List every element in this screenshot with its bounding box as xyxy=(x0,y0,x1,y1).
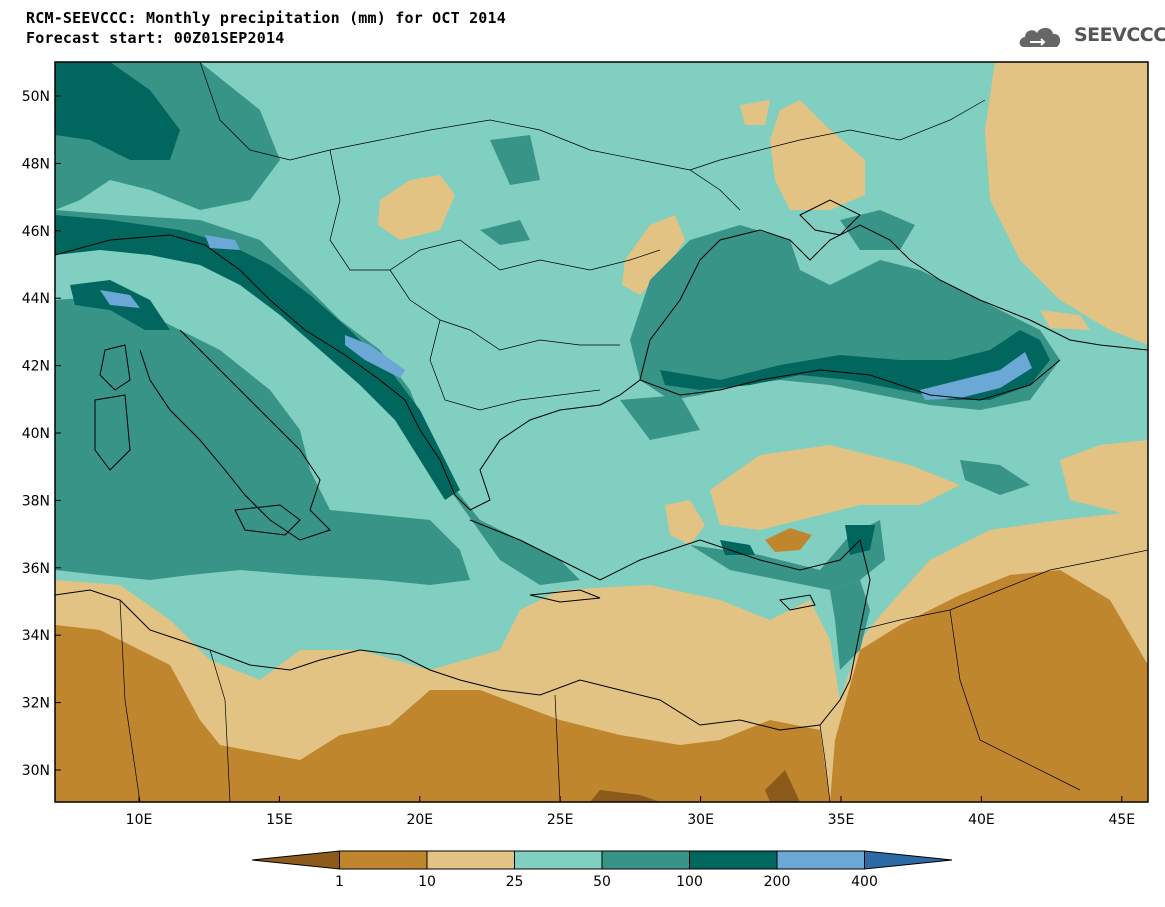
field-1-10-anatolia xyxy=(765,528,812,552)
border-hungary-romania xyxy=(329,149,661,271)
border-libya-egypt xyxy=(554,694,561,802)
lon-label: 20E xyxy=(406,812,433,828)
seevccc-logo: SEEVCCC xyxy=(1018,22,1165,52)
colorbar-segment xyxy=(864,850,953,870)
field-0-1-sinai xyxy=(765,770,800,802)
border-syria-turkey xyxy=(859,549,1148,631)
lat-label: 36N xyxy=(22,561,50,577)
field-50-100-bosporus xyxy=(620,395,700,440)
longitude-axis: 10E 15E 20E 25E 30E 35E 40E 45E xyxy=(126,796,1135,828)
field-10-25-crimea-north xyxy=(770,100,865,210)
lon-label: 15E xyxy=(266,812,293,828)
field-10-25-caucasus xyxy=(1040,310,1090,330)
cloud-icon xyxy=(1019,27,1061,47)
coast-crimea xyxy=(799,199,861,236)
border-balkans xyxy=(389,269,620,351)
field-200-400-liguria xyxy=(100,290,140,308)
border-central-europe xyxy=(199,62,741,211)
lon-label: 30E xyxy=(687,812,714,828)
border-egypt-israel xyxy=(819,724,831,802)
precipitation-field xyxy=(55,62,1148,802)
lon-label: 40E xyxy=(968,812,995,828)
colorbar-label: 200 xyxy=(763,874,791,890)
colorbar-label: 25 xyxy=(505,874,524,890)
field-50-100-adriatic xyxy=(55,210,580,585)
lat-label: 32N xyxy=(22,696,50,712)
field-50-100-levant xyxy=(830,580,870,670)
colorbar-segment xyxy=(776,850,865,870)
lat-label: 38N xyxy=(22,493,50,509)
lat-label: 46N xyxy=(22,224,50,240)
colorbar-segment xyxy=(689,850,778,870)
border-ukraine xyxy=(689,99,986,171)
colorbar-label: 400 xyxy=(851,874,878,890)
lat-label: 42N xyxy=(22,359,50,375)
coastlines xyxy=(55,199,1148,731)
field-10-25-east-anatolia xyxy=(1060,440,1148,520)
field-10-25-romania xyxy=(622,215,685,295)
lat-label: 34N xyxy=(22,628,50,644)
field-200-400-rize xyxy=(920,352,1032,400)
lat-label: 50N xyxy=(22,89,50,105)
field-200-400-montenegro xyxy=(345,335,405,378)
latitude-axis: 50N 48N 46N 44N 42N 40N 38N 36N 34N 32N 30N xyxy=(22,89,61,779)
colorbar-label: 100 xyxy=(676,874,703,890)
border-greece-north xyxy=(429,319,601,411)
field-50-100-patch-hu xyxy=(480,220,530,245)
coast-sicily xyxy=(234,504,301,536)
field-10-25-anatolia xyxy=(710,445,960,530)
field-1-10-africa xyxy=(55,625,830,802)
field-200-400-istria xyxy=(205,235,240,250)
border-tunisia-algeria xyxy=(119,599,141,802)
border-jordan-iraq xyxy=(949,609,1081,791)
coast-black-sea-south xyxy=(639,359,1061,401)
coast-north xyxy=(55,224,1148,511)
field-10-25-patch xyxy=(740,100,770,125)
field-50-100-crimea xyxy=(840,210,915,250)
field-50-100-patch-east xyxy=(960,460,1030,495)
field-50-100-tyrrhenian xyxy=(55,295,470,585)
lat-label: 48N xyxy=(22,156,50,172)
field-10-25-east xyxy=(985,62,1148,345)
field-100-200-taurus xyxy=(720,540,755,555)
country-borders xyxy=(119,62,1148,802)
lat-label: 30N xyxy=(22,763,50,779)
colorbar-label: 1 xyxy=(335,874,344,890)
field-0-1-egypt xyxy=(590,790,660,802)
lon-label: 35E xyxy=(828,812,855,828)
colorbar-segment xyxy=(514,850,603,870)
field-50-100-south-turkey xyxy=(690,520,885,590)
field-1-10-arabia xyxy=(830,570,1148,802)
coast-cyprus xyxy=(778,594,816,611)
lat-label: 40N xyxy=(22,426,50,442)
colorbar-label: 50 xyxy=(593,874,611,890)
field-10-25-hungary xyxy=(378,175,455,240)
coast-sardinia xyxy=(94,394,131,471)
lon-label: 10E xyxy=(126,812,153,828)
map-frame xyxy=(54,61,1149,803)
colorbar-segment xyxy=(426,850,515,870)
field-100-200-alps xyxy=(55,62,180,160)
border-libya-west xyxy=(209,649,231,802)
colorbar xyxy=(251,850,953,870)
coast-italy xyxy=(139,329,331,541)
field-50-100-patch-sk xyxy=(490,135,540,185)
lat-label: 44N xyxy=(22,291,50,307)
coast-crete xyxy=(529,589,601,603)
coast-south xyxy=(55,519,871,731)
lon-label: 45E xyxy=(1108,812,1135,828)
map-title: RCM-SEEVCCC: Monthly precipitation (mm) … xyxy=(26,9,506,27)
colorbar-segment xyxy=(601,850,690,870)
colorbar-segment xyxy=(339,850,428,870)
coast-corsica xyxy=(99,344,131,391)
field-10-25-lakes xyxy=(665,500,705,545)
colorbar-segment xyxy=(251,850,340,870)
colorbar-label: 10 xyxy=(418,874,436,890)
forecast-start: Forecast start: 00Z01SEP2014 xyxy=(26,29,285,47)
logo-text: SEEVCCC xyxy=(1074,24,1165,46)
lon-label: 25E xyxy=(547,812,574,828)
